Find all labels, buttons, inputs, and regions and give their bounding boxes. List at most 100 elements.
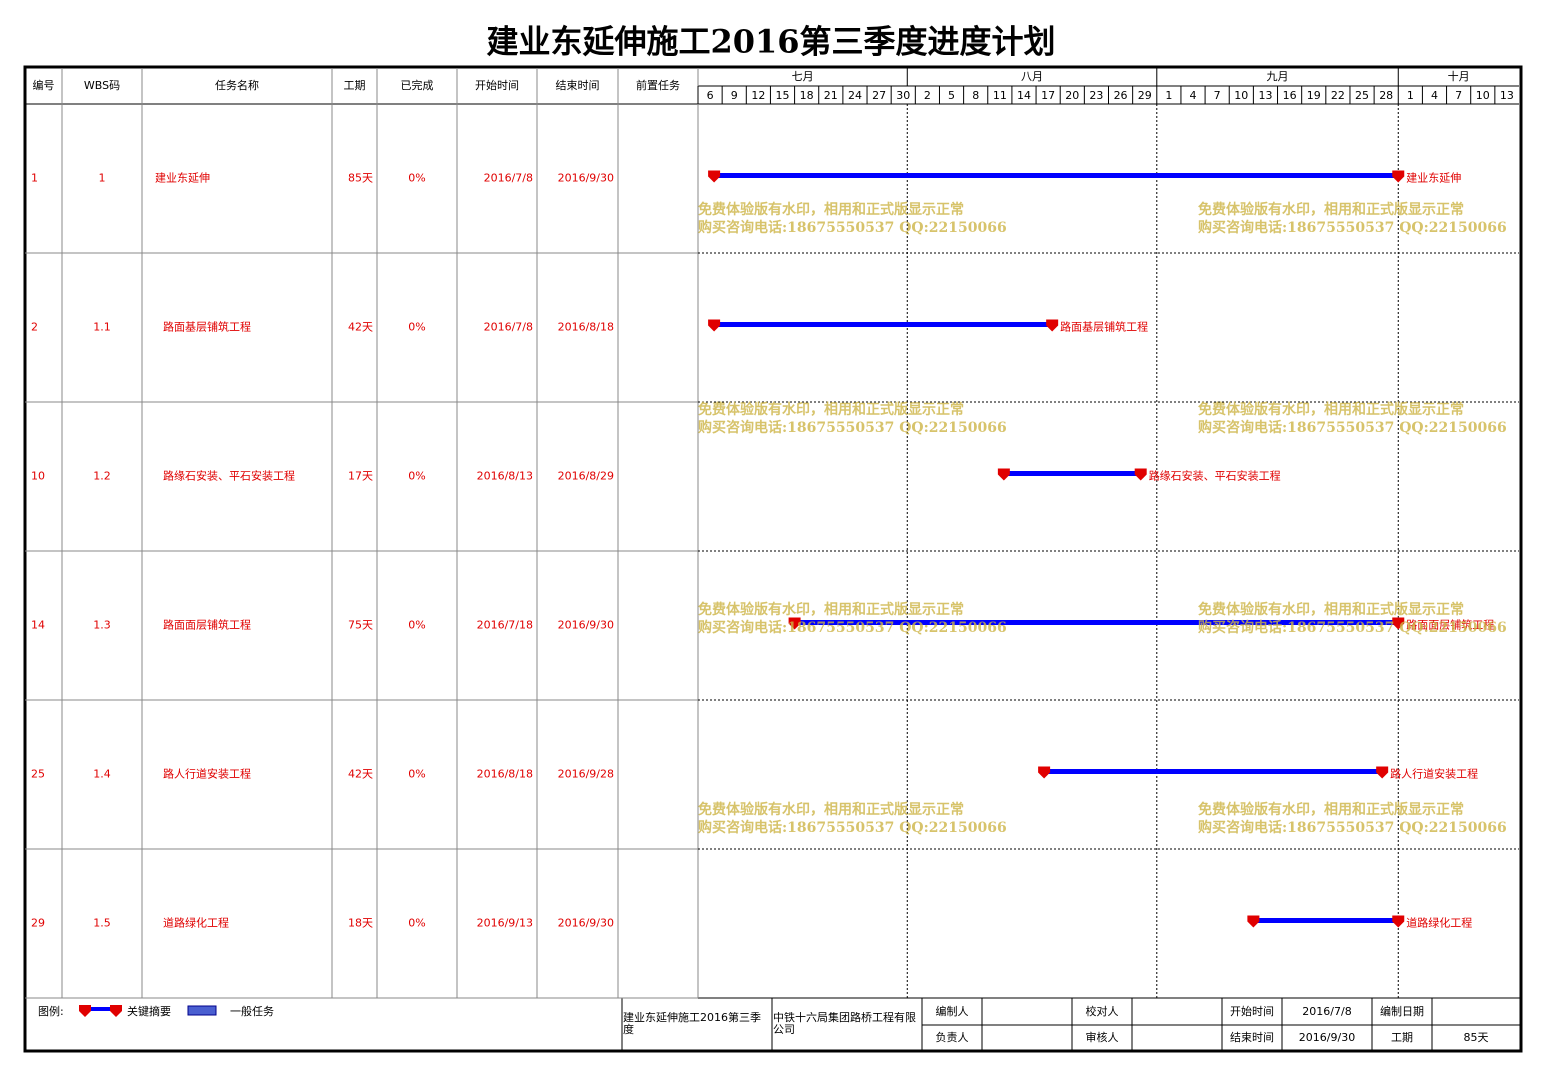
- footer-label: 审核人: [1086, 1030, 1119, 1044]
- cell-end: 2016/9/30: [558, 172, 614, 185]
- day-label: 24: [848, 89, 862, 102]
- day-label: 6: [707, 89, 714, 102]
- day-label: 19: [1307, 89, 1321, 102]
- cell-duration: 75天: [348, 619, 373, 632]
- column-header: 开始时间: [475, 78, 519, 92]
- cell-wbs: 1.4: [93, 768, 111, 781]
- cell-wbs: 1.1: [93, 321, 111, 334]
- start-marker: [1038, 766, 1051, 779]
- legend-key-markers: [79, 1005, 122, 1017]
- start-marker: [788, 617, 801, 630]
- column-header: 已完成: [401, 78, 434, 92]
- day-label: 17: [1041, 89, 1055, 102]
- watermark: 购买咨询电话:18675550537 QQ:22150066: [1198, 619, 1507, 636]
- column-header: WBS码: [84, 79, 120, 92]
- cell-end: 2016/9/28: [558, 768, 614, 781]
- column-header: 前置任务: [636, 78, 680, 92]
- day-label: 27: [872, 89, 886, 102]
- cell-end: 2016/8/18: [558, 321, 614, 334]
- cell-name: 建业东延伸: [155, 171, 210, 185]
- day-label: 22: [1331, 89, 1345, 102]
- end-marker: [1134, 468, 1147, 481]
- footer-value: 85天: [1464, 1031, 1489, 1044]
- footer-label: 编制日期: [1380, 1004, 1424, 1018]
- cell-wbs: 1: [99, 172, 106, 185]
- cell-id: 29: [31, 917, 45, 930]
- end-marker: [1392, 170, 1405, 183]
- footer-label: 开始时间: [1230, 1004, 1274, 1018]
- start-marker: [708, 319, 721, 332]
- footer-company-box: 中铁十六局集团路桥工程有限公司: [773, 1012, 916, 1036]
- cell-duration: 85天: [348, 172, 373, 185]
- cell-id: 2: [31, 321, 38, 334]
- day-label: 15: [776, 89, 790, 102]
- cell-id: 10: [31, 470, 45, 483]
- watermark: 免费体验版有水印，相用和正式版显示正常: [698, 801, 964, 818]
- cell-duration: 17天: [348, 470, 373, 483]
- footer-label: 校对人: [1086, 1004, 1119, 1018]
- footer-company: 中铁十六局集团路桥工程有限公司: [773, 1012, 916, 1036]
- cell-wbs: 1.2: [93, 470, 111, 483]
- bar-label: 道路绿化工程: [1406, 916, 1472, 930]
- legend-label: 一般任务: [230, 1005, 274, 1018]
- day-label: 10: [1234, 89, 1248, 102]
- day-label: 21: [824, 89, 838, 102]
- day-label: 9: [731, 89, 738, 102]
- cell-done: 0%: [408, 470, 425, 483]
- cell-name: 路面面层铺筑工程: [163, 618, 251, 632]
- footer-label: 工期: [1391, 1031, 1413, 1044]
- end-marker: [1046, 319, 1059, 332]
- day-label: 1: [1165, 89, 1172, 102]
- day-label: 26: [1114, 89, 1128, 102]
- watermark: 购买咨询电话:18675550537 QQ:22150066: [698, 419, 1007, 436]
- legend-key-task: [187, 1005, 217, 1016]
- footer-label: 编制人: [936, 1004, 969, 1018]
- watermark: 免费体验版有水印，相用和正式版显示正常: [1198, 201, 1464, 218]
- watermark: 购买咨询电话:18675550537 QQ:22150066: [698, 819, 1007, 836]
- cell-end: 2016/9/30: [558, 619, 614, 632]
- day-label: 11: [993, 89, 1007, 102]
- footer-label: 负责人: [936, 1030, 969, 1044]
- cell-start: 2016/8/18: [477, 768, 533, 781]
- day-label: 10: [1476, 89, 1490, 102]
- footer-label: 结束时间: [1230, 1031, 1274, 1044]
- day-label: 18: [800, 89, 814, 102]
- watermark: 购买咨询电话:18675550537 QQ:22150066: [698, 619, 1007, 636]
- cell-id: 25: [31, 768, 45, 781]
- start-marker: [1247, 915, 1260, 928]
- month-label: 七月: [792, 70, 814, 83]
- day-label: 8: [972, 89, 979, 102]
- cell-wbs: 1.3: [93, 619, 111, 632]
- start-marker: [997, 468, 1010, 481]
- watermark: 免费体验版有水印，相用和正式版显示正常: [1198, 801, 1464, 818]
- day-label: 16: [1283, 89, 1297, 102]
- watermark: 购买咨询电话:18675550537 QQ:22150066: [1198, 819, 1507, 836]
- watermark: 免费体验版有水印，相用和正式版显示正常: [698, 601, 964, 618]
- day-label: 4: [1190, 89, 1197, 102]
- watermark: 购买咨询电话:18675550537 QQ:22150066: [1198, 219, 1507, 236]
- bar-label: 路缘石安装、平石安装工程: [1149, 469, 1281, 483]
- footer-project: 建业东延伸施工2016第三季度: [623, 1012, 761, 1036]
- day-label: 7: [1455, 89, 1462, 102]
- cell-done: 0%: [408, 321, 425, 334]
- footer-value: 2016/9/30: [1299, 1031, 1355, 1044]
- watermark: 购买咨询电话:18675550537 QQ:22150066: [1198, 419, 1507, 436]
- end-marker: [1392, 915, 1405, 928]
- cell-done: 0%: [408, 768, 425, 781]
- end-marker: [1392, 617, 1405, 630]
- month-label: 八月: [1021, 70, 1043, 83]
- column-header: 工期: [344, 79, 366, 92]
- cell-duration: 42天: [348, 768, 373, 781]
- day-label: 1: [1407, 89, 1414, 102]
- cell-done: 0%: [408, 619, 425, 632]
- watermark: 免费体验版有水印，相用和正式版显示正常: [698, 401, 964, 418]
- cell-name: 道路绿化工程: [163, 916, 229, 930]
- cell-end: 2016/8/29: [558, 470, 614, 483]
- column-header: 结束时间: [556, 79, 600, 92]
- legend-label: 关键摘要: [127, 1004, 171, 1018]
- cell-duration: 42天: [348, 321, 373, 334]
- cell-id: 14: [31, 619, 45, 632]
- cell-start: 2016/9/13: [477, 917, 533, 930]
- day-label: 28: [1379, 89, 1393, 102]
